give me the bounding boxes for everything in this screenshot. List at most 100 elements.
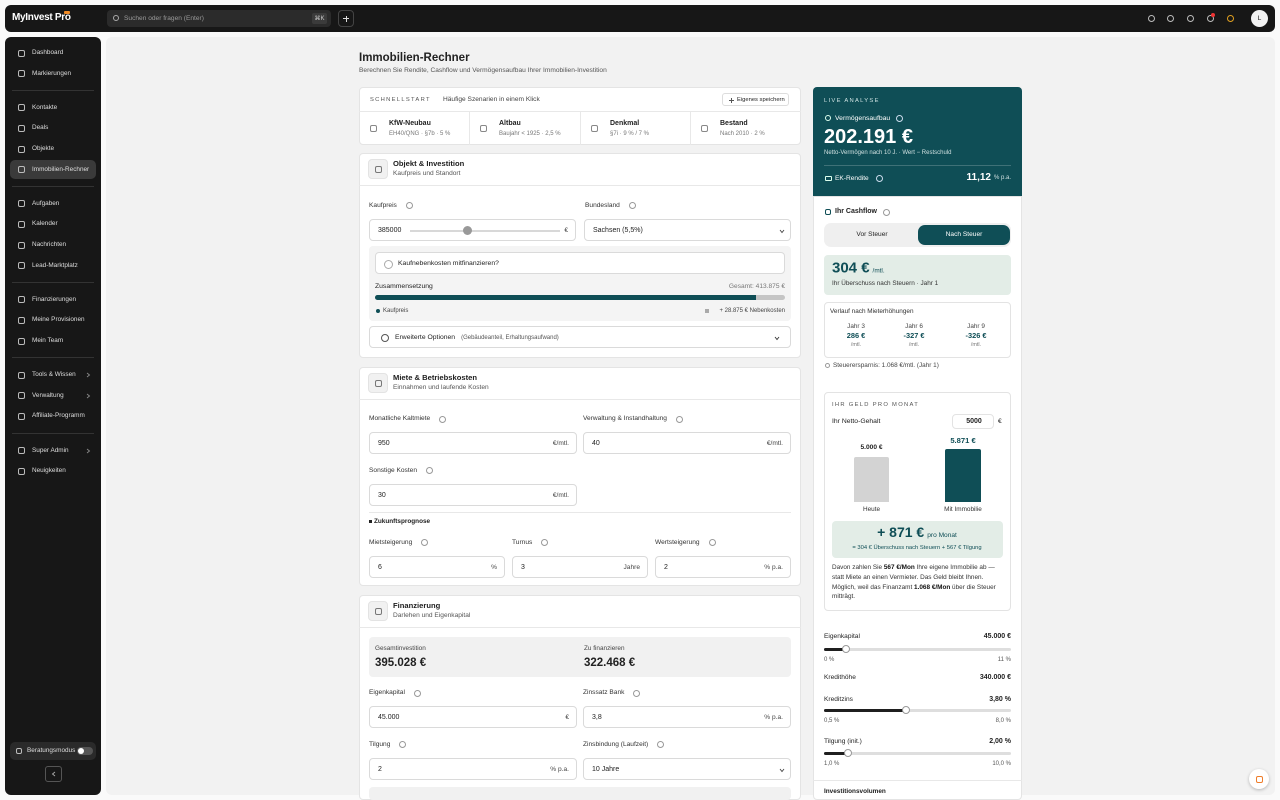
- disclosure-icon[interactable]: [369, 520, 372, 523]
- price-slider-thumb[interactable]: [463, 226, 472, 235]
- tab[interactable]: Nach Steuer: [918, 225, 1010, 245]
- nav-label: Markierungen: [32, 69, 72, 77]
- composition-bar: [375, 295, 785, 300]
- info-icon: [628, 202, 636, 209]
- section-subtitle: Kaufpreis und Standort: [393, 170, 461, 177]
- info-icon: [426, 467, 434, 474]
- salary-input[interactable]: 5000: [952, 414, 994, 429]
- header-icon[interactable]: [1226, 15, 1234, 22]
- input-unit: % p.a.: [764, 563, 783, 571]
- input[interactable]: 950 €/mtl.: [369, 432, 577, 454]
- input[interactable]: 385000 €: [369, 219, 576, 241]
- divider: [580, 112, 581, 145]
- nav-label: Immobilien-Rechner: [32, 165, 90, 173]
- ek-unit: % p.a.: [993, 175, 1011, 181]
- nav-item[interactable]: [10, 160, 96, 180]
- input-value: 3: [521, 563, 525, 571]
- nav-icon: [18, 296, 25, 304]
- advisor-toggle[interactable]: [77, 747, 93, 755]
- gear-icon: [381, 334, 389, 342]
- info-icon: [399, 741, 407, 748]
- preset-icon: [591, 125, 598, 132]
- slider-thumb[interactable]: [842, 645, 851, 653]
- amount-unit: /mtl.: [872, 267, 885, 275]
- header-icon[interactable]: [1186, 15, 1194, 22]
- slider-thumb[interactable]: [844, 749, 853, 757]
- info-icon: [675, 415, 683, 423]
- input[interactable]: 2 % p.a.: [655, 556, 791, 578]
- input[interactable]: 3,8 % p.a.: [583, 706, 791, 728]
- nav-icon: [18, 200, 25, 208]
- info-icon: [896, 115, 904, 122]
- text: über die Steuer mitträgt.: [832, 583, 996, 601]
- label-text: Monatliche Kaltmiete: [369, 415, 431, 422]
- input[interactable]: 3 Jahre: [512, 556, 648, 578]
- nav-label: Super Admin: [32, 446, 69, 454]
- search-box[interactable]: Suchen oder fragen (Enter) ⌘K: [107, 10, 331, 27]
- label-text: Kaufpreis: [369, 201, 397, 209]
- input-value: 950: [378, 439, 390, 447]
- tab[interactable]: Vor Steuer: [826, 225, 918, 245]
- cashflow-title: Ihr Cashflow: [835, 207, 891, 217]
- avatar[interactable]: L: [1251, 10, 1268, 27]
- bar-value-label: 5.871 €: [950, 435, 976, 445]
- ek-value: 11,12: [966, 172, 991, 183]
- slider-thumb[interactable]: [902, 706, 911, 714]
- history-year: Jahr 9: [967, 322, 985, 330]
- info-icon: [883, 208, 891, 216]
- nav-icon: [18, 241, 25, 249]
- header-icon[interactable]: [1166, 15, 1174, 22]
- checkbox-row[interactable]: Kaufnebenkosten mitfinanzieren?: [375, 252, 785, 274]
- highlight: 567 €/Mon: [883, 564, 915, 571]
- nav-label: Kalender: [32, 220, 58, 228]
- field-label: Zinssatz Bank: [583, 688, 641, 698]
- section-subtitle: Einnahmen und laufende Kosten: [393, 384, 489, 391]
- input[interactable]: 45.000 €: [369, 706, 577, 728]
- collapse-button[interactable]: [45, 766, 62, 782]
- input[interactable]: 6%: [369, 556, 505, 578]
- gain-box: [832, 521, 1003, 558]
- nav-icon: [18, 337, 25, 345]
- gain-unit: pro Monat: [927, 532, 957, 539]
- legend-dot: [705, 308, 709, 313]
- field-label: Monatliche Kaltmiete: [369, 414, 447, 424]
- slider-value: 45.000 €: [983, 633, 1011, 640]
- nav-icon: [18, 467, 25, 475]
- add-button[interactable]: [338, 10, 354, 27]
- input[interactable]: 2 % p.a.: [369, 758, 577, 780]
- nav-label: Neuigkeiten: [32, 467, 66, 475]
- history-value: -327 €: [903, 330, 925, 340]
- text: Ihre eigene Immobilie ab — statt Miete a…: [832, 564, 995, 591]
- wealth-label-text: Vermögensaufbau: [835, 114, 891, 122]
- sidebar-divider: [12, 89, 94, 91]
- advisor-mode[interactable]: [10, 742, 96, 760]
- next-section: Investitionsvolumen: [824, 787, 886, 795]
- header-icon[interactable]: [1206, 15, 1214, 22]
- label-text: Turnus: [512, 538, 533, 546]
- section-subtitle: Darlehen und Eigenkapital: [393, 612, 471, 619]
- slider-label: Kredithöhe: [824, 674, 856, 681]
- nav-icon: [18, 392, 25, 400]
- divider: [824, 165, 1011, 166]
- checkbox[interactable]: [384, 259, 393, 269]
- select[interactable]: 10 Jahre: [583, 758, 791, 780]
- help-button[interactable]: [1249, 769, 1269, 789]
- salary-unit: €: [998, 417, 1002, 425]
- input[interactable]: 40 €/mtl.: [583, 432, 791, 454]
- select[interactable]: Sachsen (5,5%): [584, 219, 791, 241]
- summary-label: Gesamtinvestition: [375, 644, 426, 652]
- input[interactable]: 30 €/mtl.: [369, 484, 577, 506]
- advanced-options[interactable]: Erweiterte Optionen (Gebäudeanteil, Erhal…: [369, 326, 791, 348]
- nav-icon: [18, 166, 25, 174]
- chevron-icon: [51, 771, 55, 777]
- salary-label: Ihr Netto-Gehalt: [832, 417, 881, 425]
- header-icon[interactable]: [1147, 15, 1155, 22]
- save-button[interactable]: Eigenes speichern: [722, 93, 789, 106]
- preset-detail: Nach 2010 · 2 %: [720, 130, 765, 137]
- field-label: Eigenkapital: [369, 688, 421, 698]
- preset-detail: §7i · 9 % / 7 %: [610, 130, 650, 137]
- preset-name: Bestand: [720, 120, 748, 127]
- chevron-icon: [779, 229, 785, 234]
- history-unit: /mtl.: [850, 341, 862, 348]
- bar-category: Mit Immobilie: [944, 505, 982, 513]
